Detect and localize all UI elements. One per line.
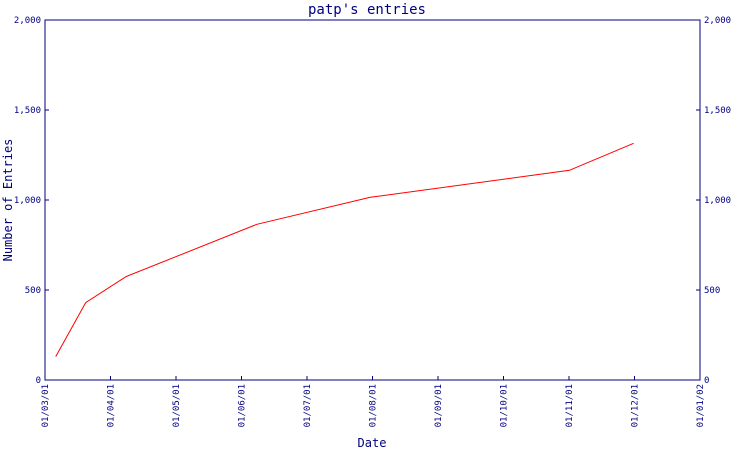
x-tick-label: 01/05/01: [172, 384, 182, 427]
y-tick-label-right: 2,000: [704, 16, 731, 26]
plot-frame: [44, 19, 701, 381]
x-tick-label: 01/06/01: [238, 384, 248, 427]
y-tick-label-left: 0: [36, 376, 41, 386]
y-tick-label-left: 500: [25, 286, 41, 296]
x-tick-label: 01/01/02: [696, 384, 706, 427]
y-tick-label-left: 1,500: [14, 106, 41, 116]
x-tick-label: 01/11/01: [565, 384, 575, 427]
plot-area: 0 0 500 500 1,000 1,000 1,500 1,500 2,000 2,000 01…: [14, 16, 731, 427]
x-tick-label: 01/07/01: [303, 384, 313, 427]
y-tick-label-right: 1,000: [704, 196, 731, 206]
x-tick-label: 01/10/01: [500, 384, 510, 427]
x-tick-label: 01/09/01: [434, 384, 444, 427]
entries-series-line: [55, 142, 634, 357]
y-tick-label-right: 500: [704, 286, 720, 296]
x-tick-label: 01/08/01: [369, 384, 379, 427]
chart-title: patp's entries: [308, 2, 426, 18]
y-tick-label-right: 0: [704, 376, 709, 386]
x-tick-label: 01/03/01: [41, 384, 51, 427]
y-tick-label-left: 1,000: [14, 196, 41, 206]
y-tick-label-left: 2,000: [14, 16, 41, 26]
y-axis-label: Number of Entries: [1, 139, 15, 262]
x-axis-label: Date: [358, 436, 387, 450]
y-tick-label-right: 1,500: [704, 106, 731, 116]
x-tick-label: 01/04/01: [107, 384, 117, 427]
x-tick-label: 01/12/01: [631, 384, 641, 427]
